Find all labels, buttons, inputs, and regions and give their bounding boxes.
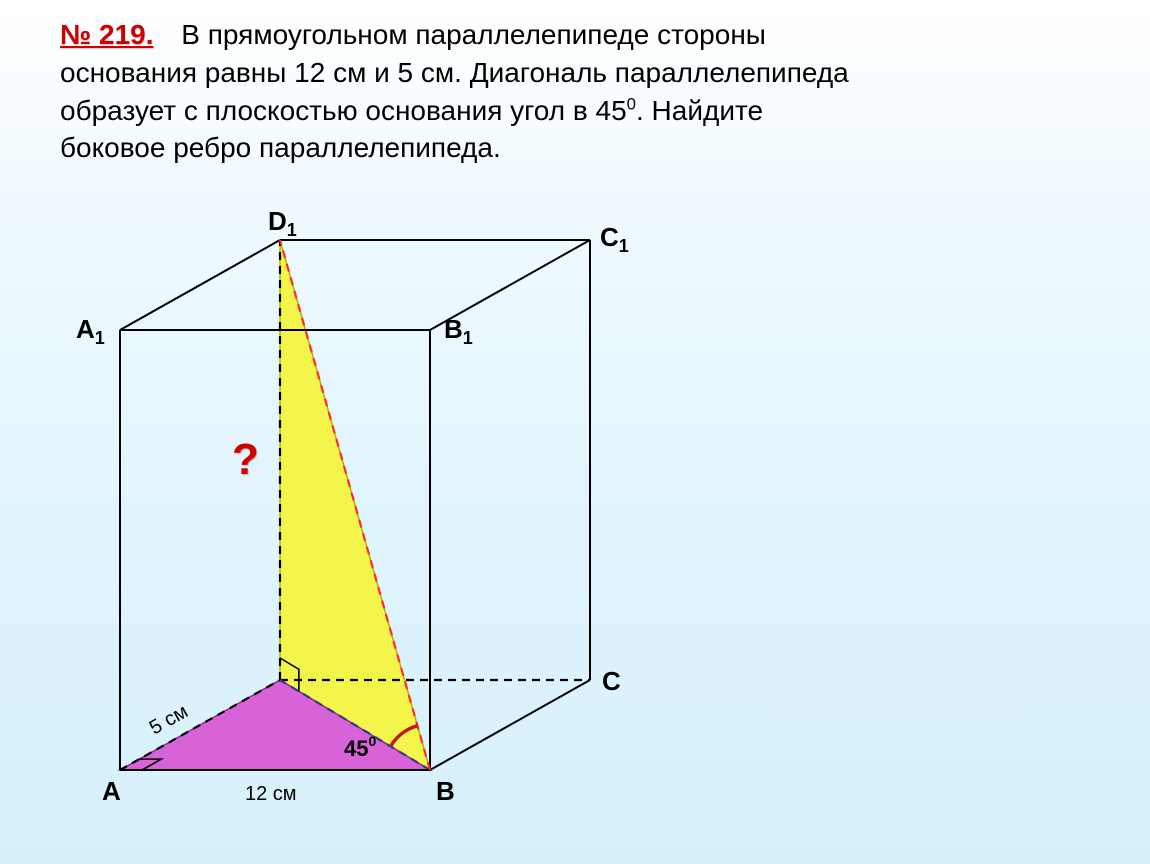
parallelepiped-svg: A B C D1 C1 A1 B1 12 см 5 см 450 ? [50,210,690,850]
problem-number: № 219. [60,19,154,50]
label-C1: C1 [600,222,629,256]
dim-12cm: 12 см [245,783,297,805]
problem-line3b: . Найдите [636,95,763,126]
diagram: A B C D1 C1 A1 B1 12 см 5 см 450 ? [50,210,690,855]
label-B1: B1 [444,314,473,348]
problem-line3a: образует с плоскостью основания угол в 4… [60,95,627,126]
question-mark: ? [232,435,259,484]
label-B: B [436,776,455,806]
problem-statement: № 219. В прямоугольном параллелепипеде с… [60,16,1100,167]
label-A1: A1 [76,314,105,348]
edge-A1D1 [120,240,280,330]
problem-line4: боковое ребро параллелепипеда. [60,132,501,163]
problem-line2: основания равны 12 см и 5 см. Диагональ … [60,57,849,88]
problem-line1: В прямоугольном параллелепипеде стороны [181,19,766,50]
edge-BC [430,680,590,770]
label-C: C [602,666,621,696]
problem-degree-sup: 0 [627,94,636,113]
label-A: A [102,776,121,806]
label-D1: D1 [268,210,297,240]
